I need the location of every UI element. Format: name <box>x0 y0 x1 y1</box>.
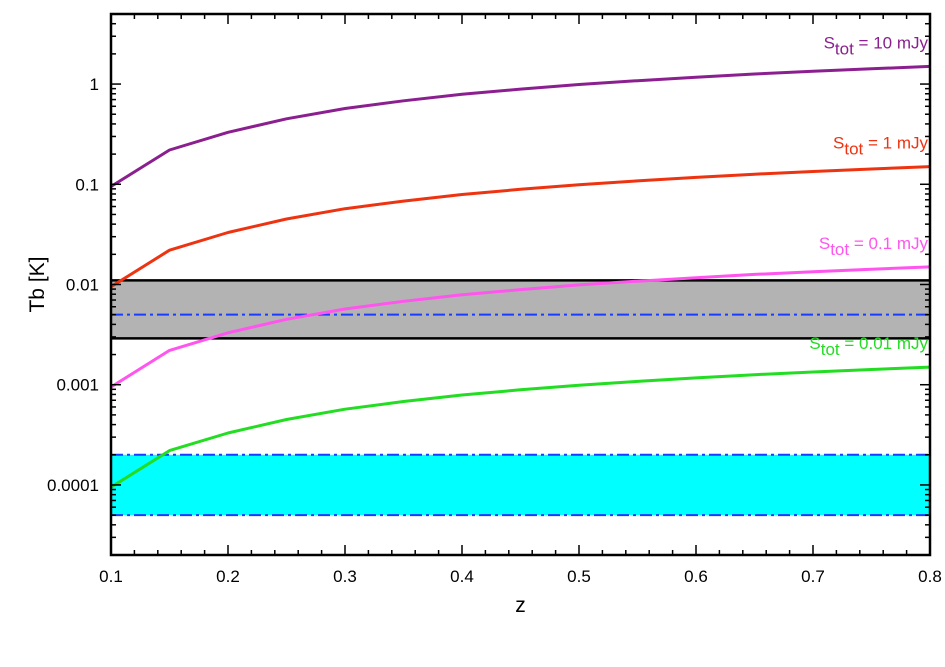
y-tick-label-1: 0.001 <box>56 376 99 395</box>
y-tick-label-4: 1 <box>90 75 99 94</box>
x-tick-label-3: 0.4 <box>450 567 474 586</box>
y-tick-label-0: 0.0001 <box>47 476 99 495</box>
x-tick-label-4: 0.5 <box>567 567 591 586</box>
series-label-3: Stot = 0.01 mJy <box>809 334 928 359</box>
series-line-3 <box>110 365 931 489</box>
y-axis-title: Tb [K] <box>26 256 49 312</box>
series-line-0 <box>110 64 931 188</box>
y-tick-label-3: 0.1 <box>75 175 99 194</box>
series-label-2: Stot = 0.1 mJy <box>819 234 929 259</box>
series-label-0: Stot = 10 mJy <box>824 33 929 58</box>
x-tick-label-1: 0.2 <box>216 567 240 586</box>
series-line-2 <box>110 265 931 389</box>
series-label-1: Stot = 1 mJy <box>833 134 928 159</box>
x-tick-label-2: 0.3 <box>333 567 357 586</box>
x-tick-label-6: 0.7 <box>801 567 825 586</box>
x-tick-label-5: 0.6 <box>684 567 708 586</box>
x-tick-label-7: 0.8 <box>918 567 942 586</box>
x-tick-label-0: 0.1 <box>99 567 123 586</box>
series-line-1 <box>110 165 931 288</box>
x-axis-title: z <box>515 594 526 617</box>
band-fill-1 <box>111 454 930 516</box>
y-tick-label-2: 0.01 <box>66 276 99 295</box>
